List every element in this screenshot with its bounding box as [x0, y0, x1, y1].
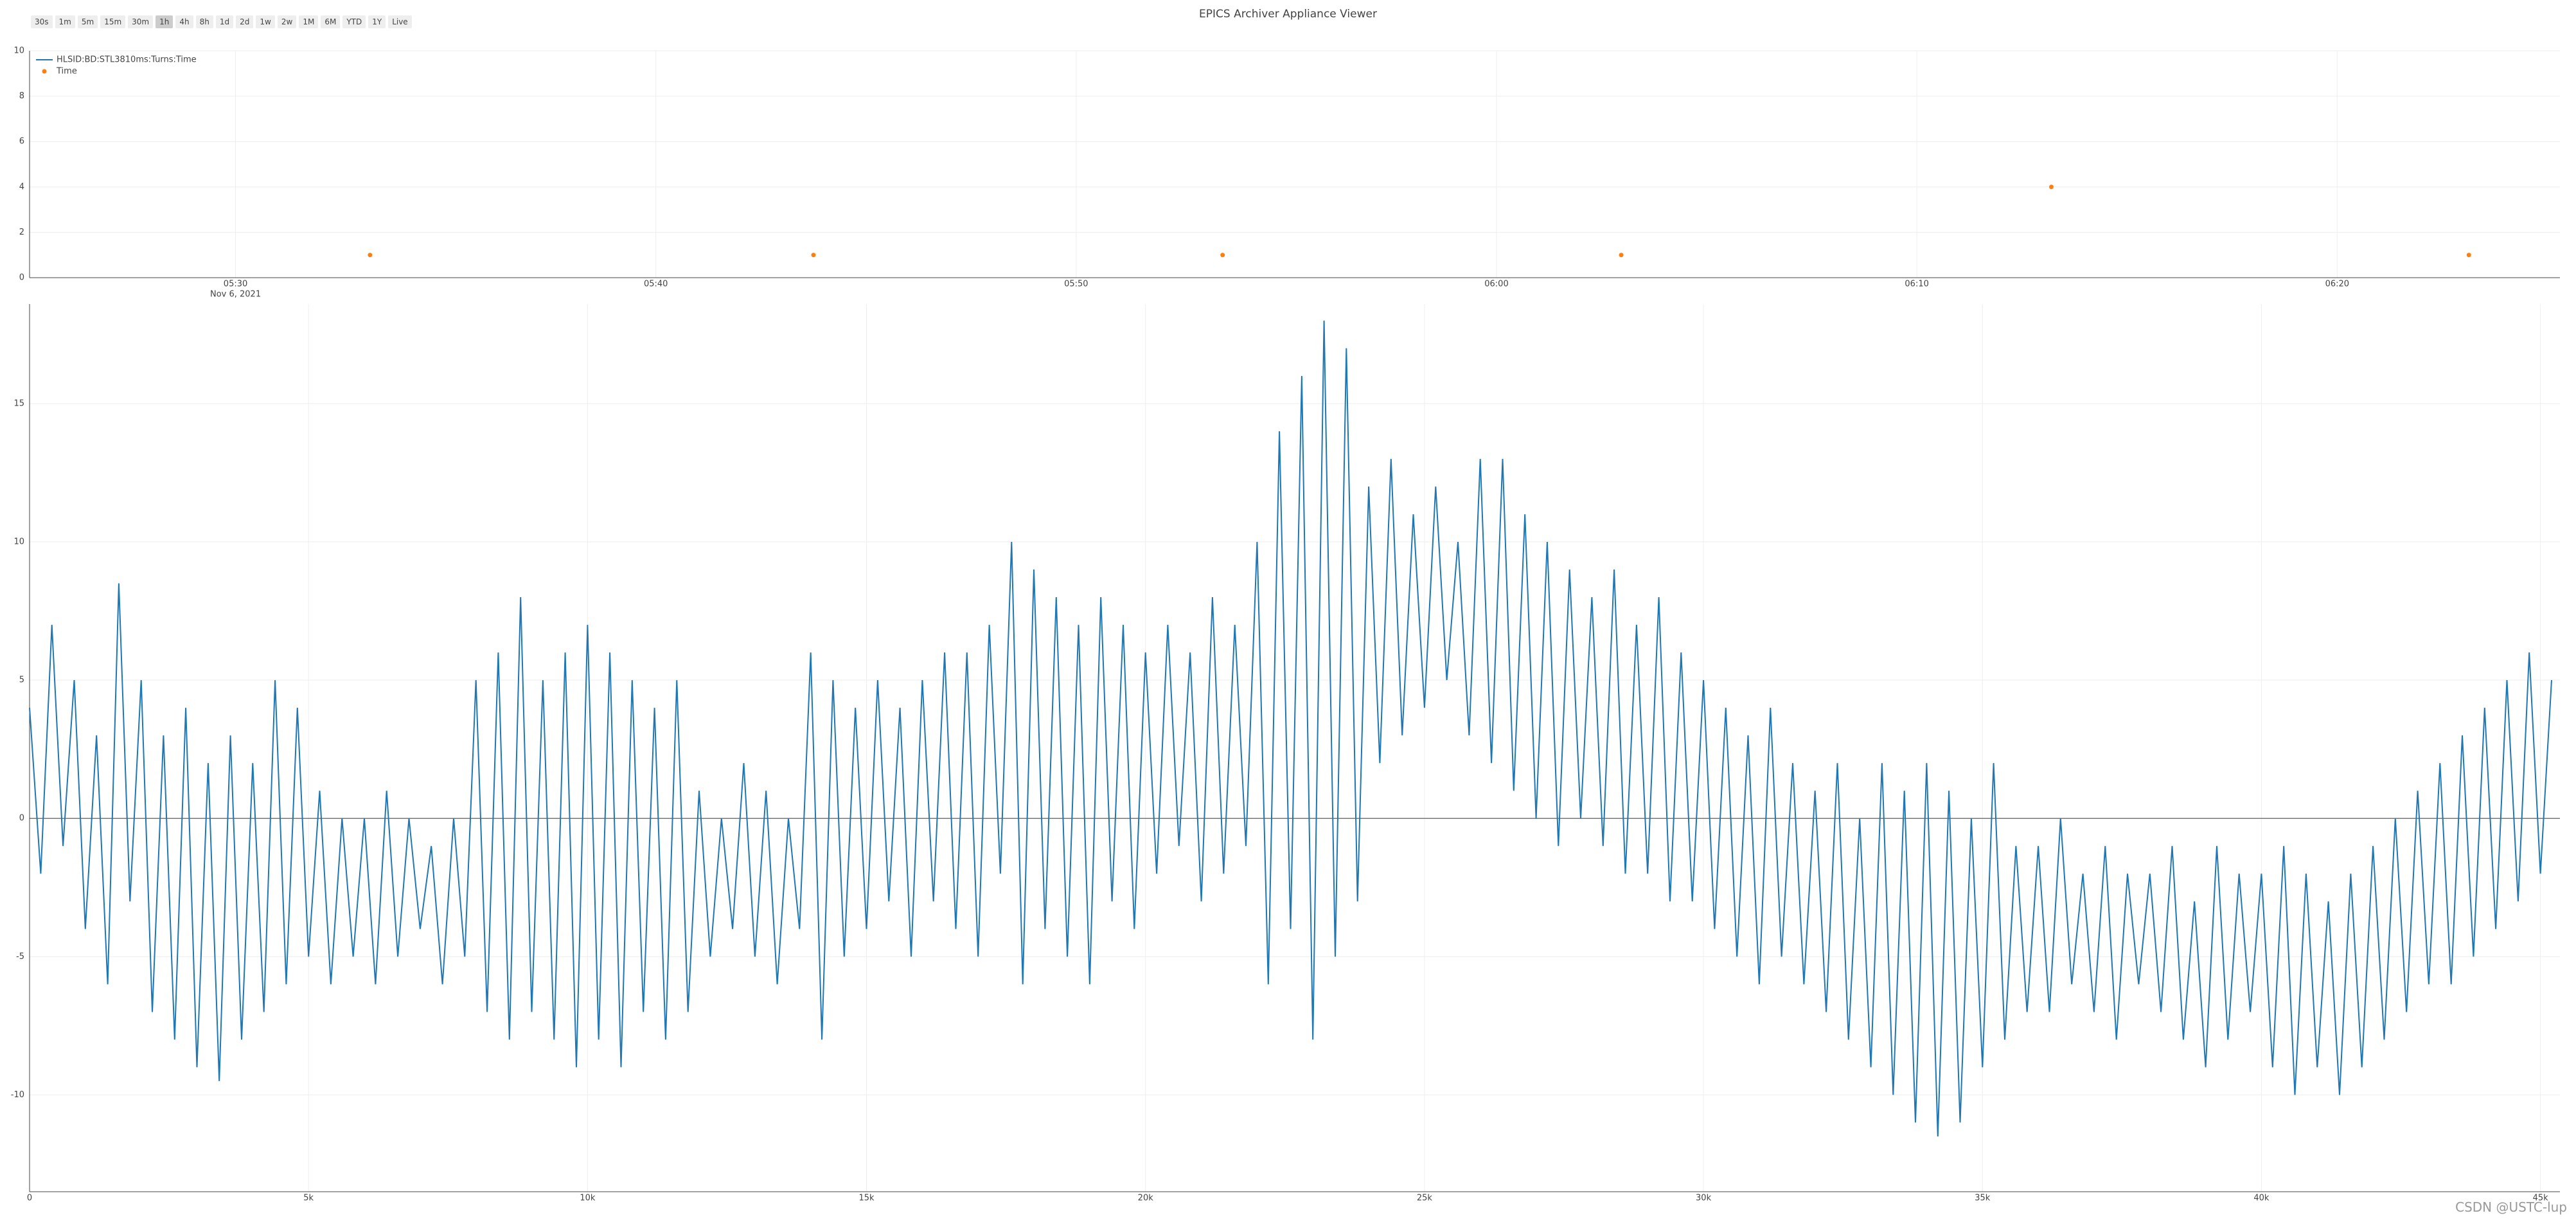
- x-tick-label: 05:30: [224, 280, 247, 289]
- data-point: [368, 253, 373, 258]
- y-tick-label: 5: [19, 676, 24, 685]
- range-button[interactable]: 2d: [236, 15, 254, 28]
- x-tick-label: 0: [27, 1194, 32, 1203]
- watermark: CSDN @USTC-lup: [2455, 1199, 2567, 1215]
- data-line: [29, 320, 2552, 1137]
- y-tick-label: -5: [16, 952, 24, 962]
- range-button[interactable]: Live: [388, 15, 412, 28]
- x-tick-label: 35k: [1975, 1194, 1991, 1203]
- y-tick-label: 0: [19, 814, 24, 823]
- range-button[interactable]: 6M: [321, 15, 341, 28]
- x-tick-label: 06:00: [1484, 280, 1508, 289]
- y-tick-label: 6: [19, 137, 24, 147]
- range-button[interactable]: 15m: [100, 15, 126, 28]
- data-point: [1619, 253, 1624, 258]
- x-tick-label: 5k: [303, 1194, 314, 1203]
- data-point: [2466, 253, 2471, 258]
- data-point: [1220, 253, 1225, 258]
- x-date-label: Nov 6, 2021: [210, 290, 261, 300]
- data-point: [811, 253, 816, 258]
- y-tick-label: 4: [19, 182, 24, 192]
- range-button[interactable]: 5m: [77, 15, 98, 28]
- y-tick-label: 15: [13, 399, 24, 408]
- x-tick-label: 40k: [2253, 1194, 2270, 1203]
- legend-label: Time: [56, 67, 77, 76]
- y-tick-label: 8: [19, 91, 24, 101]
- x-tick-label: 25k: [1417, 1194, 1433, 1203]
- x-tick-label: 15k: [858, 1194, 875, 1203]
- x-tick-label: 05:40: [644, 280, 668, 289]
- range-button[interactable]: 1m: [55, 15, 75, 28]
- x-tick-label: 10k: [580, 1194, 596, 1203]
- range-button[interactable]: 8h: [195, 15, 213, 28]
- range-button[interactable]: 1M: [299, 15, 319, 28]
- range-button[interactable]: 1h: [155, 15, 173, 28]
- range-button[interactable]: 2w: [277, 15, 297, 28]
- data-point: [2048, 184, 2054, 190]
- x-tick-label: 45k: [2533, 1194, 2549, 1203]
- y-tick-label: 0: [19, 273, 24, 283]
- x-tick-label: 05:50: [1064, 280, 1088, 289]
- legend-swatch: [42, 69, 47, 74]
- y-tick-label: -10: [11, 1090, 24, 1100]
- range-button[interactable]: 1w: [256, 15, 275, 28]
- y-tick-label: 2: [19, 228, 24, 237]
- range-button[interactable]: 30m: [128, 15, 154, 28]
- legend-label: HLSID:BD:STL3810ms:Turns:Time: [57, 55, 197, 65]
- x-tick-label: 06:20: [2325, 280, 2349, 289]
- y-tick-label: 10: [13, 46, 24, 56]
- x-tick-label: 20k: [1138, 1194, 1154, 1203]
- range-button[interactable]: YTD: [342, 15, 366, 28]
- range-button[interactable]: 1Y: [368, 15, 386, 28]
- x-tick-label: 30k: [1696, 1194, 1712, 1203]
- range-toolbar: 30s 1m 5m 15m 30m 1h 4h 8h 1d 2d 1w 2w 1M 6M YTD 1Y Live: [31, 15, 412, 28]
- page-title: EPICS Archiver Appliance Viewer: [1199, 8, 1377, 21]
- y-tick-label: 10: [13, 537, 24, 546]
- range-button[interactable]: 1d: [215, 15, 234, 28]
- x-tick-label: 06:10: [1905, 280, 1928, 289]
- range-button[interactable]: 4h: [175, 15, 193, 28]
- range-button[interactable]: 30s: [31, 15, 53, 28]
